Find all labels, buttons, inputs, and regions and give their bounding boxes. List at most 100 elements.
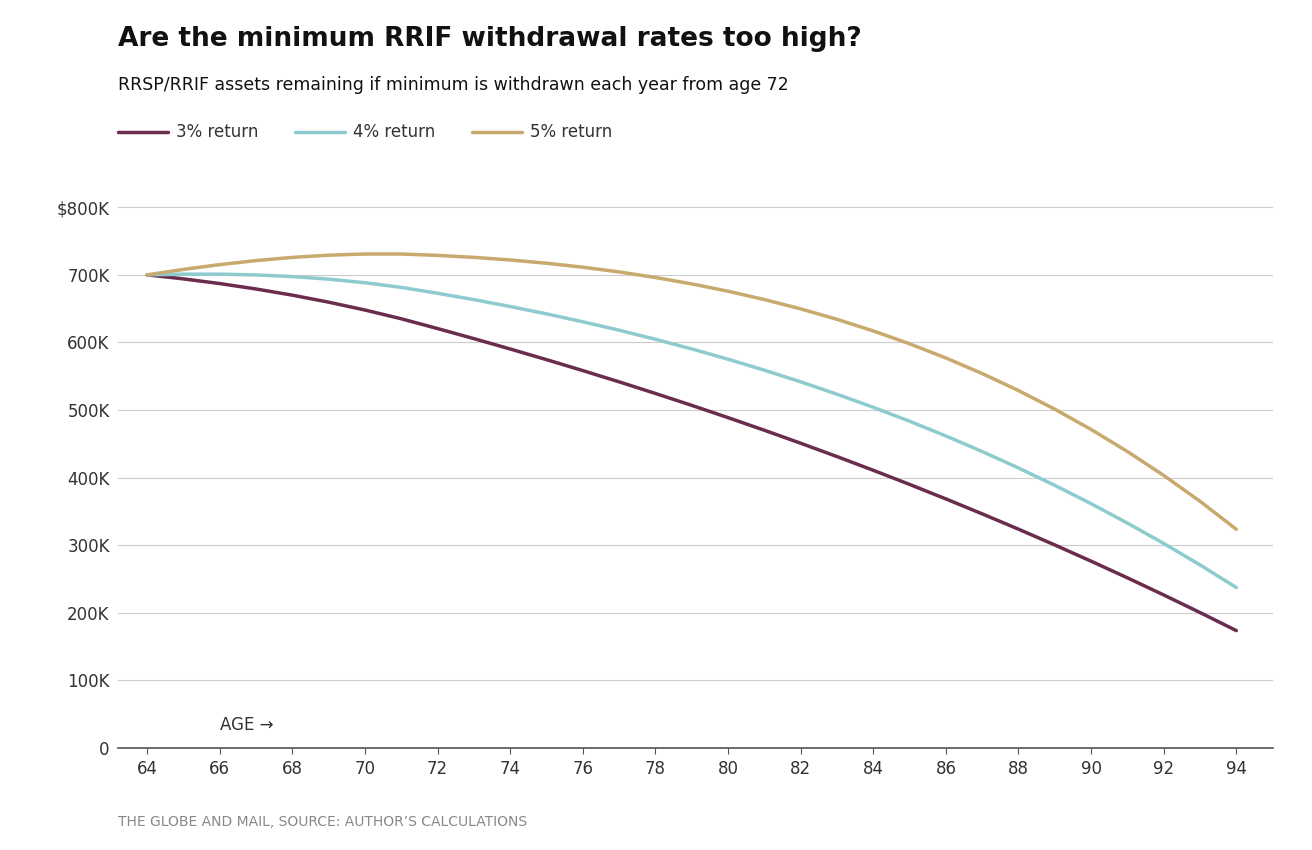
4% return [684, 343, 699, 354]
5% return [357, 249, 373, 259]
5% return [394, 249, 409, 259]
3% return [1119, 573, 1135, 583]
3% return [829, 451, 845, 462]
3% return [792, 438, 808, 448]
5% return [975, 368, 991, 378]
4% return [1193, 560, 1208, 570]
5% return [1010, 385, 1026, 395]
3% return [211, 279, 227, 289]
5% return [829, 314, 845, 325]
5% return [938, 353, 954, 363]
4% return [901, 416, 917, 427]
4% return [248, 269, 264, 280]
3% return [611, 377, 627, 387]
5% return [539, 258, 555, 269]
5% return [1084, 424, 1099, 434]
3% return [975, 509, 991, 519]
3% return [394, 314, 409, 324]
Line: 4% return: 4% return [147, 275, 1236, 587]
4% return [1156, 538, 1172, 548]
Text: 4% return: 4% return [353, 122, 436, 141]
Text: Are the minimum RRIF withdrawal rates too high?: Are the minimum RRIF withdrawal rates to… [118, 26, 862, 52]
Text: 5% return: 5% return [530, 122, 613, 141]
4% return [720, 354, 736, 365]
3% return [248, 284, 264, 294]
5% return [1047, 404, 1063, 414]
5% return [1193, 496, 1208, 507]
4% return [357, 278, 373, 288]
3% return [321, 297, 337, 307]
4% return [1047, 480, 1063, 490]
3% return [575, 366, 590, 376]
4% return [575, 317, 590, 327]
4% return [975, 446, 991, 456]
5% return [502, 255, 518, 265]
4% return [394, 282, 409, 292]
5% return [792, 303, 808, 314]
5% return [611, 267, 627, 277]
3% return [285, 290, 300, 300]
5% return [1156, 470, 1172, 480]
3% return [1047, 540, 1063, 550]
4% return [285, 271, 300, 281]
Text: 3% return: 3% return [176, 122, 258, 141]
4% return [321, 274, 337, 284]
5% return [248, 256, 264, 266]
5% return [901, 338, 917, 348]
3% return [938, 494, 954, 504]
4% return [1084, 499, 1099, 509]
4% return [792, 377, 808, 387]
4% return [176, 269, 192, 280]
3% return [1193, 608, 1208, 618]
5% return [1228, 524, 1244, 535]
3% return [901, 479, 917, 490]
5% return [757, 294, 773, 304]
3% return [1010, 524, 1026, 535]
4% return [1119, 518, 1135, 528]
Text: AGE →: AGE → [219, 716, 273, 734]
Line: 3% return: 3% return [147, 275, 1236, 631]
3% return [757, 425, 773, 435]
3% return [1084, 556, 1099, 566]
4% return [430, 288, 446, 298]
4% return [829, 389, 845, 400]
3% return [684, 400, 699, 411]
4% return [938, 431, 954, 441]
4% return [611, 325, 627, 335]
3% return [648, 388, 664, 399]
Text: RRSP/RRIF assets remaining if minimum is withdrawn each year from age 72: RRSP/RRIF assets remaining if minimum is… [118, 76, 789, 94]
4% return [502, 302, 518, 312]
5% return [139, 269, 155, 280]
5% return [1119, 446, 1135, 456]
Line: 5% return: 5% return [147, 254, 1236, 530]
3% return [357, 305, 373, 315]
4% return [539, 309, 555, 319]
5% return [720, 286, 736, 297]
5% return [211, 259, 227, 269]
3% return [1228, 626, 1244, 636]
3% return [539, 354, 555, 365]
5% return [466, 252, 482, 263]
5% return [285, 252, 300, 263]
4% return [466, 295, 482, 305]
4% return [866, 402, 882, 412]
4% return [211, 269, 227, 280]
4% return [1010, 463, 1026, 473]
5% return [321, 250, 337, 260]
3% return [430, 324, 446, 334]
4% return [648, 334, 664, 344]
5% return [430, 250, 446, 260]
5% return [176, 264, 192, 275]
3% return [502, 344, 518, 354]
3% return [1156, 590, 1172, 600]
5% return [866, 326, 882, 336]
4% return [1228, 582, 1244, 592]
5% return [648, 272, 664, 282]
4% return [757, 366, 773, 376]
3% return [176, 274, 192, 284]
5% return [575, 262, 590, 272]
4% return [139, 269, 155, 280]
Text: THE GLOBE AND MAIL, SOURCE: AUTHOR’S CALCULATIONS: THE GLOBE AND MAIL, SOURCE: AUTHOR’S CAL… [118, 815, 527, 829]
3% return [866, 465, 882, 475]
3% return [139, 269, 155, 280]
